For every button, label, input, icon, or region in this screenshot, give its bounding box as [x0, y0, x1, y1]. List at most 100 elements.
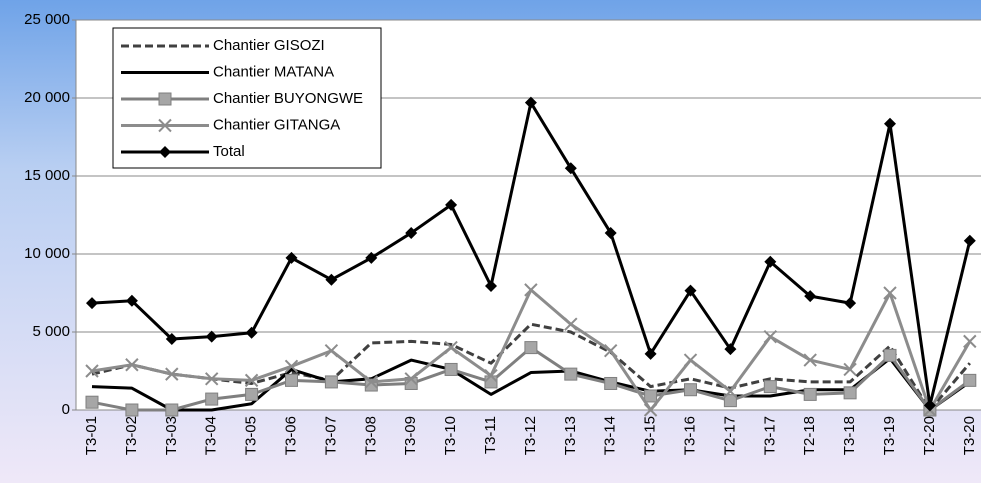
x-tick-label: T3-05 — [243, 416, 260, 455]
x-tick-label: T3-18 — [841, 416, 858, 455]
legend-marker — [159, 146, 171, 158]
marker — [604, 226, 617, 239]
marker — [364, 375, 379, 389]
marker — [245, 387, 259, 401]
marker — [324, 344, 339, 358]
marker — [325, 273, 338, 286]
y-tick-label: 10 000 — [24, 245, 70, 262]
marker — [644, 347, 657, 360]
marker — [564, 367, 578, 381]
marker — [763, 329, 778, 344]
x-tick-label: T3-13 — [562, 416, 579, 455]
marker — [444, 340, 458, 355]
marker — [643, 403, 658, 417]
x-tick-label: T3-08 — [362, 416, 379, 455]
marker — [764, 255, 777, 268]
y-tick-label: 15 000 — [24, 167, 70, 184]
marker — [245, 326, 258, 339]
marker — [963, 234, 976, 247]
x-tick-label: T3-15 — [642, 416, 659, 455]
marker — [883, 286, 897, 300]
x-tick-label: T3-12 — [522, 416, 539, 455]
marker — [125, 294, 138, 307]
x-tick-label: T3-17 — [761, 416, 778, 455]
x-tick-label: T3-10 — [442, 416, 459, 455]
marker — [86, 297, 98, 310]
marker — [603, 344, 618, 358]
marker — [684, 383, 697, 397]
x-tick-label: T3-01 — [83, 416, 100, 455]
marker — [125, 358, 139, 372]
marker — [484, 375, 498, 389]
marker — [843, 362, 857, 377]
marker — [125, 403, 139, 417]
marker — [843, 386, 857, 400]
x-tick-label: T3-03 — [163, 416, 180, 455]
marker — [963, 334, 977, 349]
marker — [405, 226, 418, 239]
x-tick-label: T2-20 — [921, 416, 938, 455]
marker — [684, 284, 697, 297]
marker — [923, 399, 936, 412]
marker — [724, 343, 737, 356]
x-tick-label: T3-16 — [681, 416, 698, 455]
legend-marker — [158, 92, 172, 106]
y-tick-label: 25 000 — [24, 11, 70, 28]
marker — [244, 373, 259, 388]
marker — [285, 373, 298, 387]
x-tick-label: T3-07 — [322, 416, 339, 455]
marker — [444, 362, 458, 376]
x-tick-label: T3-02 — [123, 416, 140, 455]
legend-marker — [158, 118, 172, 133]
x-tick-label: T3-19 — [881, 416, 898, 455]
y-tick-label: 5 000 — [32, 323, 70, 340]
marker — [763, 380, 777, 394]
marker — [205, 330, 218, 343]
legend-label: Total — [213, 143, 245, 160]
marker — [723, 384, 738, 398]
marker — [165, 367, 179, 381]
series-layer — [85, 96, 977, 417]
legend-label: Chantier MATANA — [213, 63, 334, 80]
marker — [524, 341, 538, 355]
marker — [484, 368, 498, 383]
marker — [644, 389, 658, 403]
marker — [324, 375, 338, 389]
x-tick-label: T3-09 — [402, 416, 419, 455]
marker — [485, 279, 497, 292]
marker — [844, 297, 857, 310]
marker — [963, 373, 977, 387]
x-tick-label: T3-11 — [482, 416, 499, 454]
x-tick-label: T3-20 — [961, 416, 978, 455]
marker — [165, 333, 178, 346]
marker — [284, 359, 299, 374]
marker — [604, 376, 618, 390]
x-tick-label: T2-17 — [721, 416, 738, 455]
marker — [85, 395, 99, 409]
x-tick-label: T3-04 — [203, 416, 220, 455]
marker — [803, 353, 817, 367]
y-tick-label: 20 000 — [24, 89, 70, 106]
y-tick-label: 0 — [62, 401, 70, 418]
series-line — [91, 322, 971, 412]
marker — [803, 387, 817, 401]
marker — [85, 364, 99, 378]
series-line — [91, 357, 971, 412]
marker — [524, 283, 538, 297]
marker — [205, 392, 219, 406]
marker — [285, 251, 298, 264]
marker — [883, 348, 897, 362]
marker — [524, 96, 537, 109]
marker — [564, 317, 578, 331]
marker — [204, 372, 219, 386]
x-tick-label: T3-06 — [282, 416, 299, 455]
marker — [445, 198, 458, 211]
marker — [564, 162, 577, 175]
legend-label: Chantier BUYONGWE — [213, 90, 363, 107]
marker — [365, 251, 378, 264]
x-tick-label: T3-14 — [602, 416, 619, 455]
marker — [165, 403, 179, 417]
x-tick-label: T2-18 — [801, 416, 818, 455]
marker — [723, 394, 737, 408]
